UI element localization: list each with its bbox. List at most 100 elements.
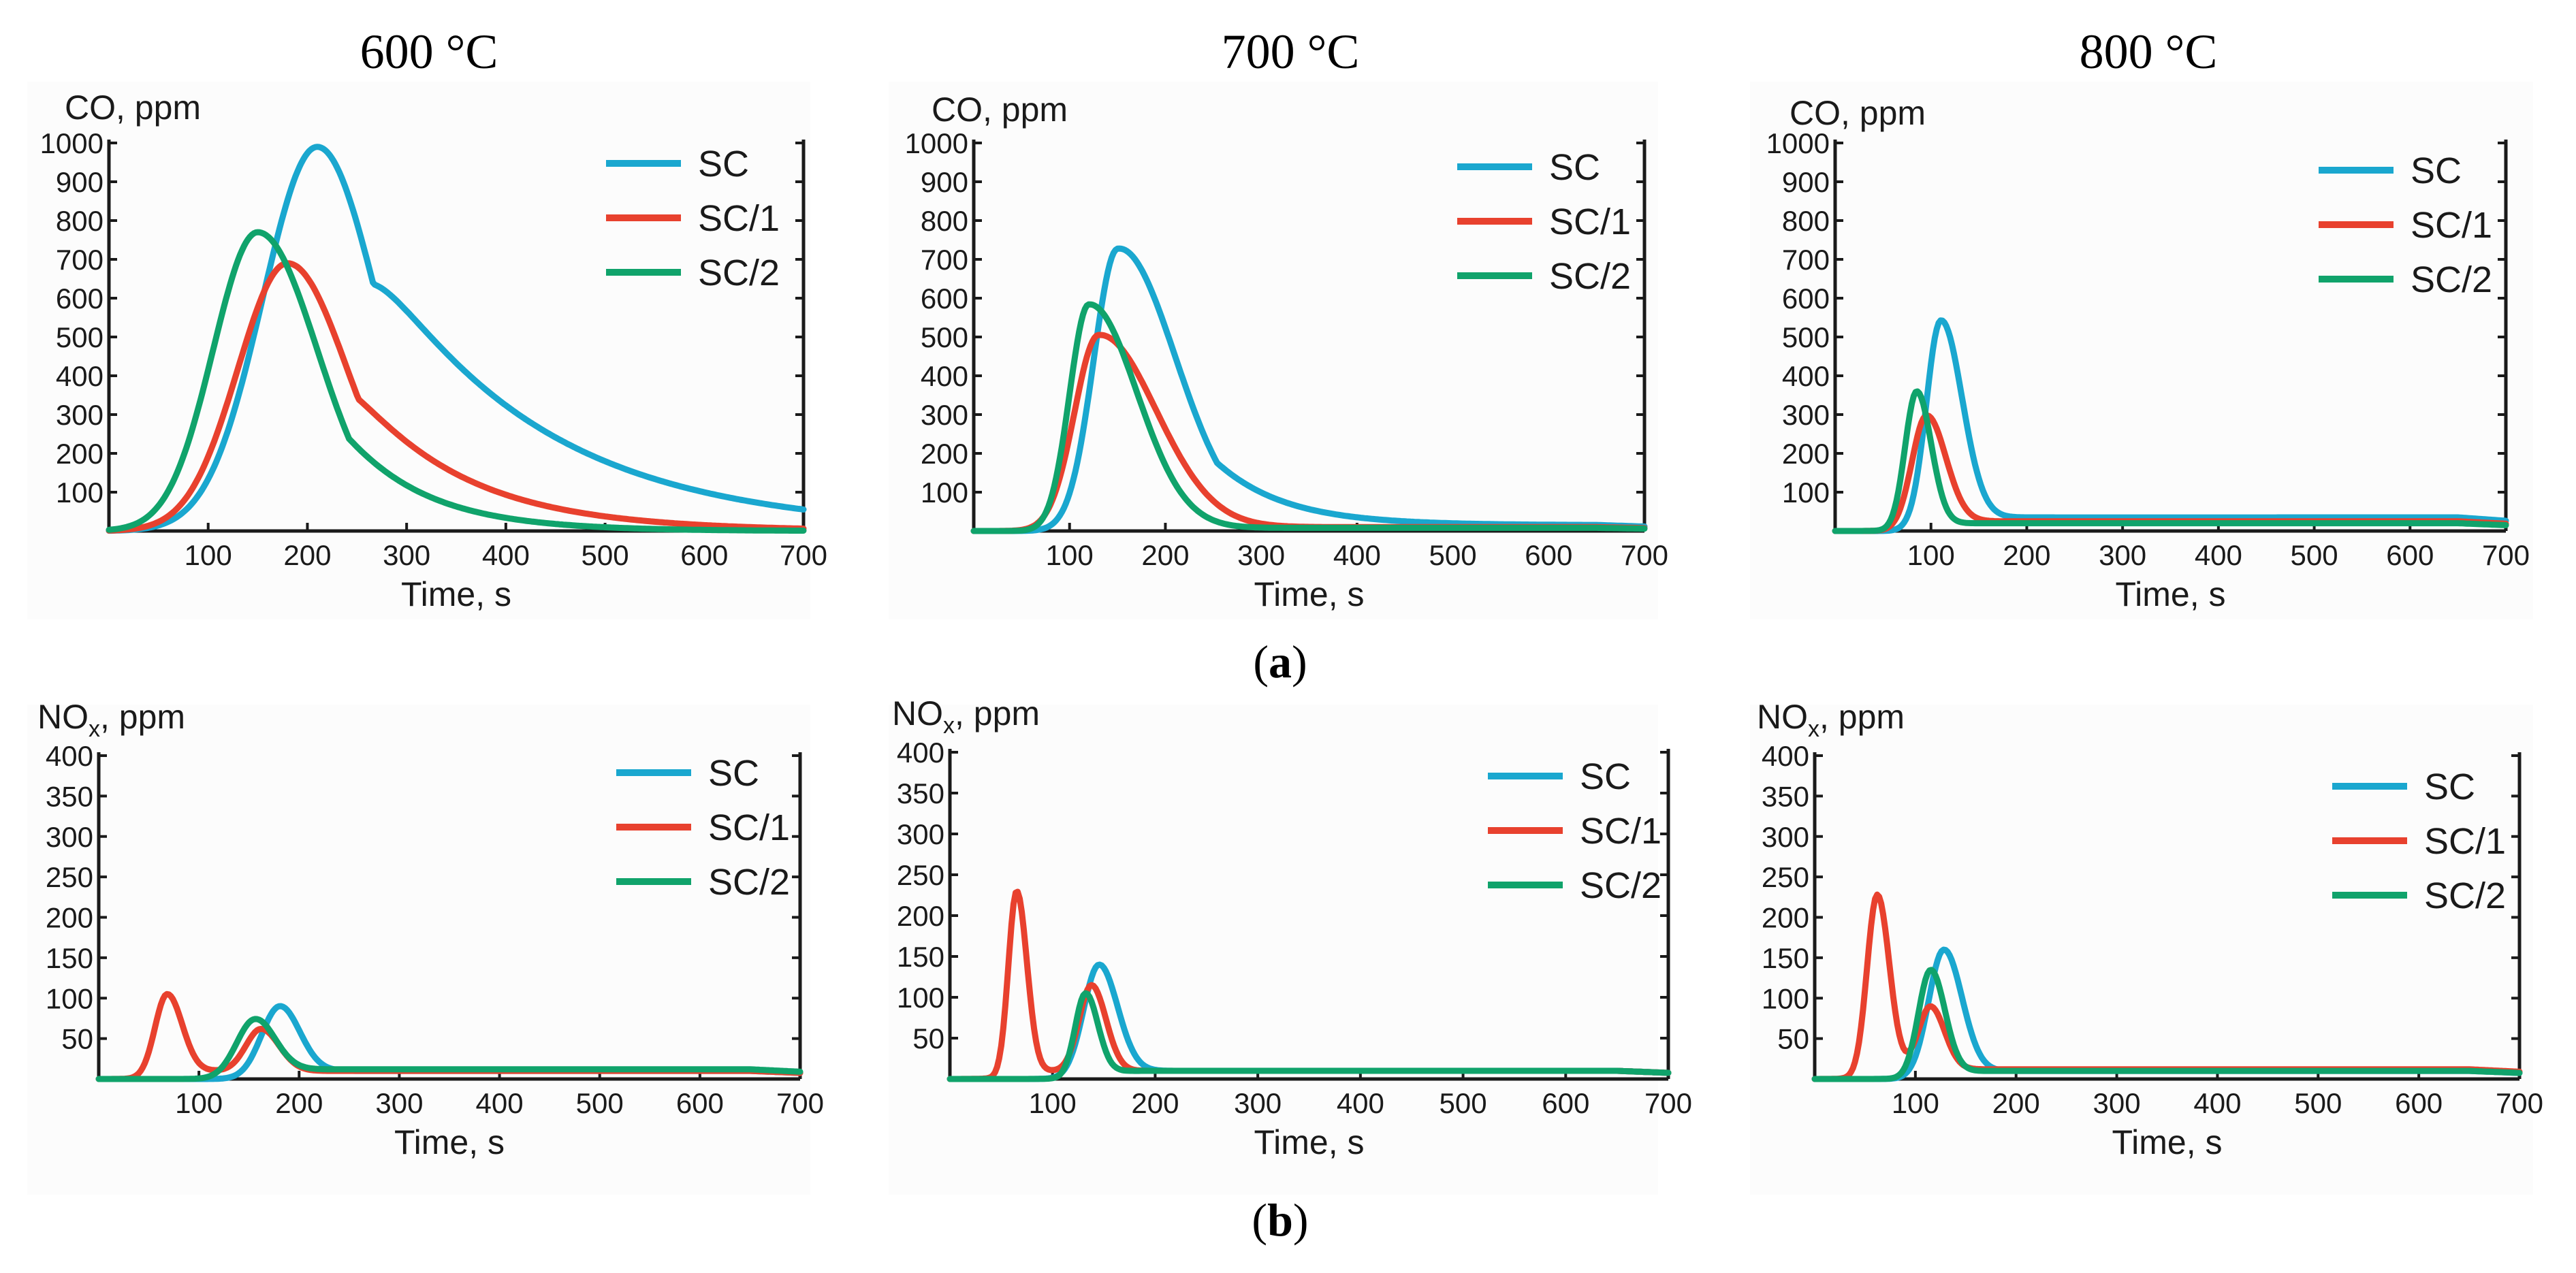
y-tick-label: 1000 [1766,127,1830,159]
y-tick-label: 100 [921,477,968,509]
y-tick-label: 600 [56,283,104,315]
y-axis-title: CO, ppm [932,91,1068,129]
y-tick-label: 700 [56,244,104,276]
y-tick-label: 500 [56,321,104,353]
chart-panels: 100 200 300 400 500 600 700 800 900 1000 100 200 300… [27,82,2543,1195]
y-tick-label: 350 [1762,780,1809,812]
y-tick-label: 900 [56,166,104,198]
x-tick-label: 100 [1029,1087,1077,1119]
series-line-SC-2 [947,990,1672,1082]
x-tick-label: 700 [1621,539,1668,571]
legend-label-SC: SC [2411,150,2462,191]
y-tick-label: 100 [897,982,944,1014]
y-tick-label: 200 [921,438,968,470]
chart-panel-a-1: 100 200 300 400 500 600 700 800 900 1000 100 200 300… [27,82,827,619]
legend: SC SC/1 SC/2 [2332,767,2506,916]
x-tick-label: 300 [2093,1087,2141,1119]
series-line-SC-2 [970,301,1648,534]
x-tick-label: 300 [1237,539,1285,571]
y-tick-label: 900 [1782,166,1830,198]
y-tick-label: 400 [56,360,104,392]
x-tick-label: 500 [2294,1087,2342,1119]
y-tick-label: 300 [921,399,968,431]
y-tick-label: 400 [921,360,968,392]
legend-label-SC-1: SC/1 [2424,821,2506,862]
series-line-SC-2 [106,229,807,534]
x-tick-label: 400 [482,539,530,571]
row-label-b: (b) [1252,1194,1308,1246]
y-axis-title: CO, ppm [1790,94,1926,132]
y-axis-title: NOx, ppm [1757,698,1905,742]
x-tick-label: 500 [1440,1087,1487,1119]
x-tick-label: 100 [1892,1087,1939,1119]
legend-label-SC: SC [2424,767,2475,807]
series-line-SC-2 [1811,967,2523,1082]
y-tick-label: 800 [921,205,968,237]
x-tick-label: 700 [2496,1087,2543,1119]
x-tick-label: 500 [576,1087,624,1119]
legend: SC SC/1 SC/2 [606,144,780,293]
y-tick-label: 600 [921,283,968,315]
y-tick-label: 50 [61,1023,93,1055]
x-tick-label: 600 [1525,539,1572,571]
y-tick-label: 200 [46,902,93,934]
x-axis-title: Time, s [394,1123,505,1161]
x-tick-label: 200 [1141,539,1189,571]
legend-label-SC-2: SC/2 [708,862,790,903]
series-line-SC-2 [95,1016,804,1082]
legend-label-SC-2: SC/2 [698,253,780,293]
y-tick-label: 100 [56,477,104,509]
y-tick-label: 200 [1762,902,1809,934]
x-axis-title: Time, s [1254,575,1364,613]
y-tick-label: 400 [1762,740,1809,772]
y-tick-label: 100 [46,982,93,1014]
series-line-SC [1832,317,2509,534]
x-tick-label: 100 [175,1087,223,1119]
x-tick-label: 700 [2482,539,2530,571]
panel-background [889,705,1658,1195]
legend-label-SC-2: SC/2 [2424,875,2506,916]
legend-label-SC-1: SC/1 [1549,202,1631,242]
legend-label-SC: SC [708,753,759,794]
x-axis-title: Time, s [1254,1123,1364,1161]
x-tick-label: 100 [1046,539,1094,571]
legend-label-SC-2: SC/2 [1549,256,1631,297]
legend: SC SC/1 SC/2 [1457,147,1631,297]
y-tick-label: 50 [912,1022,944,1054]
column-title-700: 700 °C [1222,25,1360,79]
legend-label-SC: SC [698,144,749,184]
legend: SC SC/1 SC/2 [616,753,790,903]
y-tick-label: 1000 [40,127,104,159]
x-tick-label: 300 [2099,539,2146,571]
y-tick-label: 300 [56,399,104,431]
y-tick-label: 200 [897,900,944,932]
y-tick-label: 50 [1777,1023,1809,1055]
y-axis-title: NOx, ppm [892,694,1040,739]
y-tick-label: 300 [897,818,944,850]
y-tick-label: 200 [56,438,104,470]
x-axis-title: Time, s [2115,575,2225,613]
x-tick-label: 200 [1131,1087,1179,1119]
y-tick-label: 300 [1782,399,1830,431]
legend: SC SC/1 SC/2 [2319,150,2492,300]
y-axis-title: NOx, ppm [37,698,185,742]
x-tick-label: 200 [2003,539,2050,571]
chart-panel-b-2: 50 100 150 200 250 300 350 400 100 200 300 400 500 60… [889,694,1692,1195]
y-tick-label: 250 [46,861,93,893]
x-tick-label: 100 [185,539,232,571]
x-tick-label: 400 [476,1087,524,1119]
x-tick-label: 100 [1907,539,1955,571]
y-tick-label: 150 [1762,942,1809,974]
column-title-600: 600 °C [360,25,498,79]
x-tick-label: 700 [776,1087,824,1119]
y-tick-label: 250 [1762,861,1809,893]
y-tick-label: 900 [921,166,968,198]
y-tick-label: 350 [46,780,93,812]
y-tick-label: 150 [46,942,93,974]
y-tick-label: 500 [921,321,968,353]
chart-panel-a-2: 100 200 300 400 500 600 700 800 900 1000 100 200 300… [889,82,1668,619]
x-tick-label: 600 [676,1087,724,1119]
x-tick-label: 200 [1992,1087,2040,1119]
y-tick-label: 150 [897,941,944,973]
